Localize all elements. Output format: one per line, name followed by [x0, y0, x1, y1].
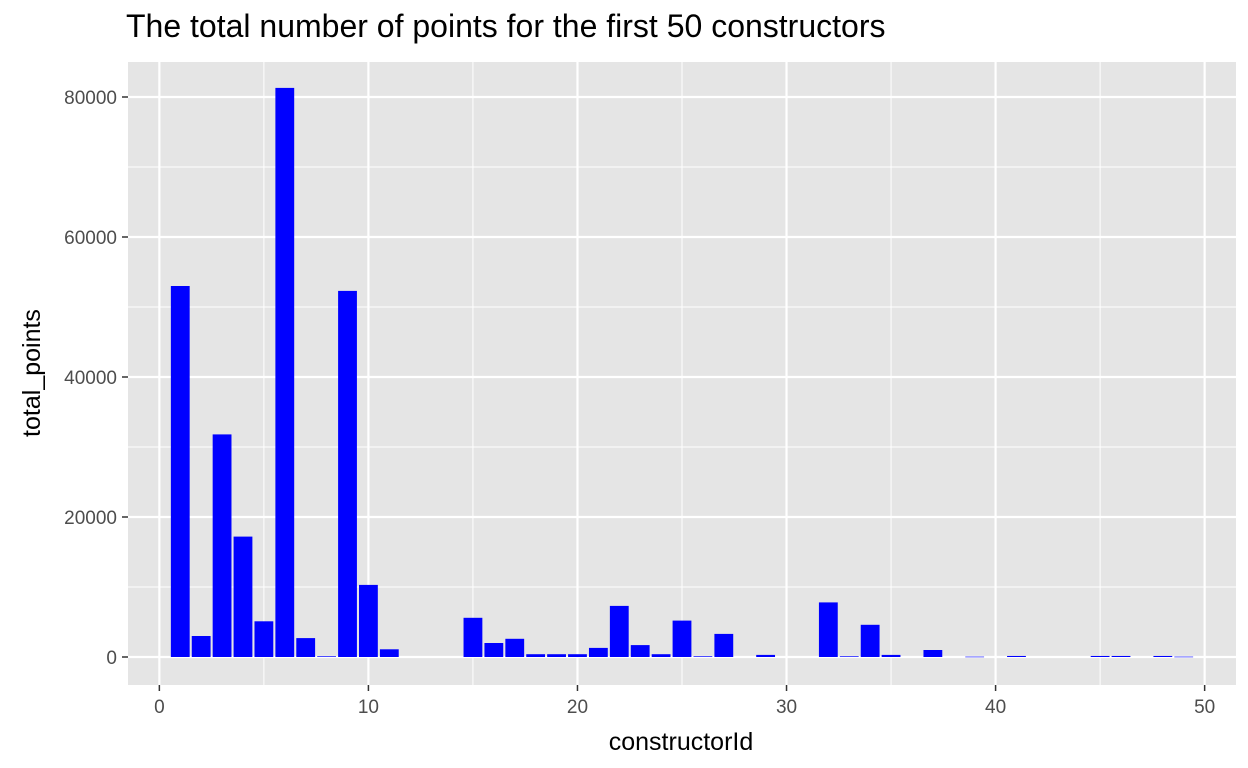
- bar-constructor-1: [170, 286, 190, 657]
- bar-constructor-39: [965, 656, 985, 658]
- bar-constructor-41: [1007, 655, 1026, 657]
- bar-constructor-25: [672, 620, 692, 657]
- axis-ticks: [122, 96, 1206, 691]
- x-tick-label: 10: [358, 697, 379, 718]
- y-axis-title: total_points: [18, 309, 46, 437]
- bar-constructor-5: [254, 621, 274, 657]
- bar-constructor-11: [379, 649, 399, 657]
- y-tick-label: 60000: [64, 228, 117, 249]
- x-tick-label: 0: [154, 697, 165, 718]
- bar-constructor-27: [714, 633, 734, 657]
- x-tick-label: 20: [567, 697, 588, 718]
- bar-constructor-24: [651, 654, 671, 657]
- bar-constructor-18: [526, 654, 546, 657]
- bar-constructor-3: [212, 434, 232, 657]
- bar-constructor-16: [484, 643, 504, 657]
- bars: [170, 87, 1194, 658]
- x-tick-labels: 0 10 20 30 40 50: [154, 697, 1215, 718]
- bar-constructor-20: [568, 654, 587, 657]
- bar-constructor-9: [338, 290, 357, 657]
- chart-title: The total number of points for the first…: [126, 8, 886, 44]
- bar-constructor-37: [923, 650, 943, 657]
- y-tick-label: 20000: [64, 508, 117, 529]
- bar-constructor-21: [588, 647, 608, 657]
- x-axis-title: constructorId: [609, 728, 754, 756]
- bar-constructor-45: [1090, 655, 1110, 657]
- bar-constructor-32: [818, 602, 838, 657]
- y-tick-label: 80000: [64, 88, 117, 109]
- bar-constructor-46: [1111, 655, 1131, 657]
- bar-constructor-49: [1174, 656, 1194, 658]
- x-tick-label: 40: [985, 697, 1006, 718]
- bar-constructor-23: [630, 645, 650, 657]
- x-tick-label: 50: [1194, 697, 1215, 718]
- bar-constructor-2: [191, 636, 211, 657]
- bar-constructor-8: [317, 656, 337, 657]
- bar-constructor-6: [275, 87, 295, 657]
- bar-constructor-35: [881, 654, 901, 657]
- bar-constructor-4: [233, 536, 253, 657]
- bar-constructor-48: [1153, 655, 1173, 657]
- bar-constructor-26: [693, 656, 713, 657]
- bar-constructor-15: [463, 617, 483, 657]
- bar-constructor-10: [359, 584, 378, 657]
- minor-grid: [128, 62, 1236, 685]
- bar-constructor-33: [839, 656, 859, 657]
- bar-constructor-22: [609, 605, 629, 657]
- bar-constructor-7: [296, 638, 316, 657]
- y-tick-label: 40000: [64, 368, 117, 389]
- y-tick-label: 0: [106, 648, 117, 669]
- y-tick-labels: 0 20000 40000 60000 80000: [64, 88, 117, 669]
- bar-constructor-34: [860, 624, 880, 657]
- bar-constructor-17: [505, 638, 525, 657]
- x-tick-label: 30: [776, 697, 797, 718]
- bar-constructor-29: [756, 654, 776, 657]
- bar-constructor-19: [547, 654, 566, 657]
